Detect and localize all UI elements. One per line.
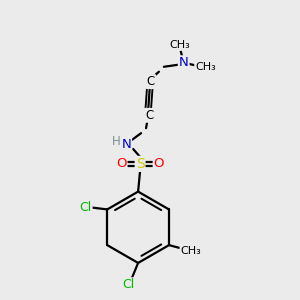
Text: O: O bbox=[116, 158, 127, 170]
Text: N: N bbox=[121, 138, 131, 151]
Text: CH₃: CH₃ bbox=[195, 62, 216, 72]
Text: N: N bbox=[179, 56, 189, 69]
Text: CH₃: CH₃ bbox=[169, 40, 190, 50]
Text: CH₃: CH₃ bbox=[180, 246, 201, 256]
Text: Cl: Cl bbox=[122, 278, 134, 291]
Text: C: C bbox=[147, 75, 155, 88]
Text: O: O bbox=[154, 158, 164, 170]
Text: S: S bbox=[136, 157, 145, 171]
Text: H: H bbox=[112, 135, 121, 148]
Text: C: C bbox=[145, 109, 153, 122]
Text: Cl: Cl bbox=[79, 201, 92, 214]
